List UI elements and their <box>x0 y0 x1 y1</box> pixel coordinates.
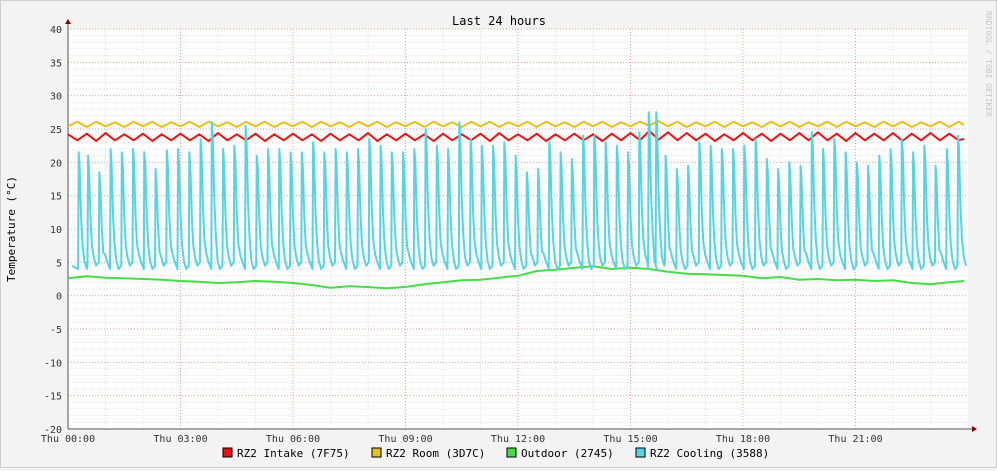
y-tick-label: -10 <box>44 358 62 369</box>
x-tick-label: Thu 15:00 <box>603 434 657 445</box>
y-tick-label: 5 <box>56 258 62 269</box>
y-tick-label: 25 <box>50 125 62 136</box>
legend-label: RZ2 Room (3D7C) <box>386 447 485 460</box>
chart-title: Last 24 hours <box>452 14 546 28</box>
series-line-3 <box>71 111 968 270</box>
x-tick-label: Thu 18:00 <box>716 434 770 445</box>
legend-swatch <box>371 447 382 458</box>
y-tick-label: 40 <box>50 25 62 36</box>
x-axis-arrow <box>972 426 977 432</box>
x-tick-label: Thu 12:00 <box>491 434 545 445</box>
y-tick-label: 15 <box>50 192 62 203</box>
series-line-1 <box>67 120 965 128</box>
x-tick-label: Thu 06:00 <box>266 434 320 445</box>
x-tick-label: Thu 21:00 <box>828 434 882 445</box>
legend-swatch <box>506 447 517 458</box>
y-tick-label: 35 <box>50 58 62 69</box>
y-tick-label: -5 <box>50 325 62 336</box>
legend-swatch <box>222 447 233 458</box>
series-layer <box>67 111 968 290</box>
legend: RZ2 Intake (7F75) RZ2 Room (3D7C) Outdoor … <box>222 447 769 460</box>
series-line-0 <box>67 130 965 142</box>
series-line-2 <box>67 265 965 290</box>
y-tick-label: 30 <box>50 92 62 103</box>
x-tick-label: Thu 00:00 <box>41 434 95 445</box>
legend-label: RZ2 Intake (7F75) <box>237 447 350 460</box>
legend-label: RZ2 Cooling (3588) <box>650 447 769 460</box>
legend-label: Outdoor (2745) <box>521 447 614 460</box>
x-tick-label: Thu 03:00 <box>153 434 207 445</box>
legend-swatch <box>635 447 646 458</box>
rrdtool-watermark: RRDTOOL / TOBI OETIKER <box>984 11 993 117</box>
grid-layer <box>67 28 968 430</box>
y-axis-label: Temperature (°C) <box>5 176 18 282</box>
axes-layer <box>65 19 977 432</box>
y-axis-arrow <box>65 19 71 24</box>
y-tick-label: -20 <box>44 425 62 436</box>
y-tick-label: 0 <box>56 292 62 303</box>
x-tick-label: Thu 09:00 <box>378 434 432 445</box>
y-tick-label: 10 <box>50 225 62 236</box>
tick-labels: -20 -15 -10 -5 0 5 10 15 20 25 30 35 40 Thu 00:00 Thu … <box>41 25 883 445</box>
y-tick-label: 20 <box>50 158 62 169</box>
y-tick-label: -15 <box>44 392 62 403</box>
